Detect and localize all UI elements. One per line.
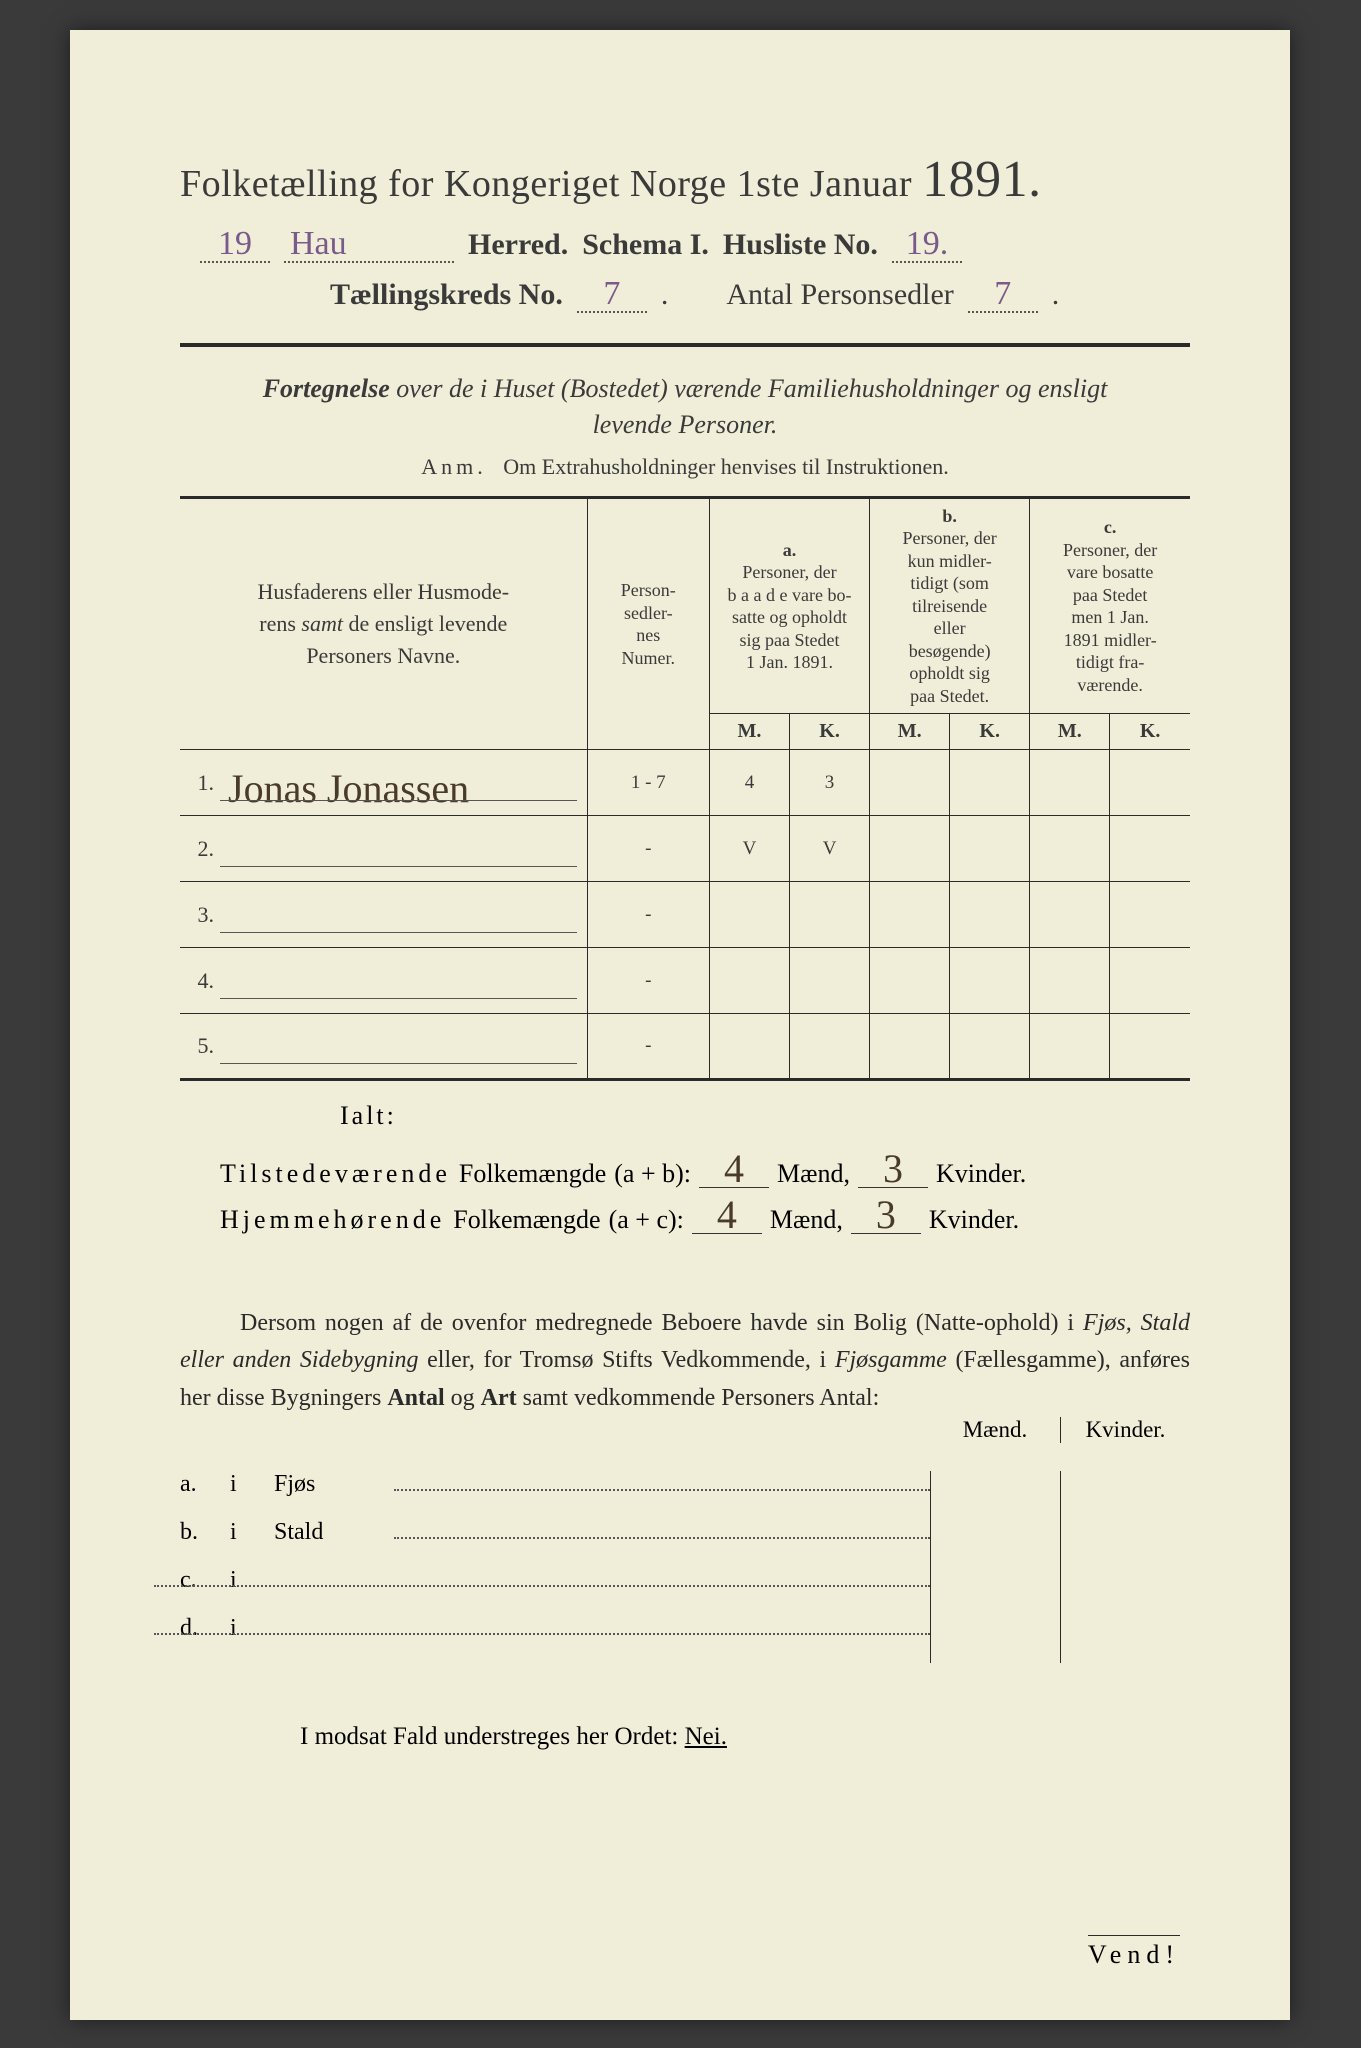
bygn-right [930, 1471, 1190, 1663]
header-line-1: 19 Hau Herred. Schema I. Husliste No. 19… [180, 227, 1190, 263]
sum-tilstede: Tilstedeværende Folkemængde (a + b): 4 M… [180, 1151, 1190, 1189]
kreds-no-field: 7 [577, 277, 647, 313]
col-b-header: b. Personer, derkun midler-tidigt (somti… [870, 497, 1030, 714]
col-c-header: c. Personer, dervare bosattepaa Stedetme… [1030, 497, 1190, 714]
name-cell [220, 1014, 587, 1080]
header-line-2: Tællingskreds No. 7 . Antal Personsedler… [180, 277, 1190, 313]
footer-line: I modsat Fald understreges her Ordet: Ne… [180, 1723, 1190, 1751]
vend-label: Vend! [1088, 1935, 1180, 1970]
antal-label: Antal Personsedler [726, 278, 953, 312]
bygn-maend-col [931, 1471, 1061, 1663]
census-table: Husfaderens eller Husmode-rens samt de e… [180, 496, 1190, 1082]
dots-fill [154, 1617, 930, 1635]
col-numer-header: Person-sedler-nesNumer. [587, 497, 709, 750]
bygn-row: a. i Fjøs [180, 1471, 930, 1519]
col-name-header: Husfaderens eller Husmode-rens samt de e… [180, 497, 587, 750]
col-c-k: K. [1110, 714, 1190, 750]
tilstede-k-field: 3 [858, 1151, 928, 1188]
anm-label: Anm. [421, 454, 487, 479]
census-page: Folketælling for Kongeriget Norge 1ste J… [70, 30, 1290, 2020]
husliste-label: Husliste No. [723, 228, 878, 262]
district-name-field: Hau [284, 227, 454, 263]
table-row: 4. - [180, 948, 1190, 1014]
bygn-kvinder-col [1061, 1471, 1190, 1663]
col-b-m: M. [870, 714, 950, 750]
antal-field: 7 [968, 277, 1038, 313]
col-a-header: a. Personer, derb a a d e vare bo-satte … [709, 497, 869, 714]
col-c-m: M. [1030, 714, 1110, 750]
bygning-paragraph: Dersom nogen af de ovenfor medregnede Be… [180, 1305, 1190, 1417]
tilstede-m-field: 4 [699, 1151, 769, 1188]
col-a-m: M. [709, 714, 789, 750]
sum-hjemme: Hjemmehørende Folkemængde (a + c): 4 Mæn… [180, 1197, 1190, 1235]
col-a-k: K. [790, 714, 870, 750]
table-row: 2. - V V [180, 816, 1190, 882]
husliste-no-field: 19. [892, 227, 962, 263]
bygn-left: a. i Fjøs b. i Stald c. i d. i [180, 1471, 930, 1663]
title-year: 1891. [922, 151, 1042, 208]
table-row: 1. Jonas Jonassen 1 - 7 4 3 [180, 750, 1190, 816]
bygn-maend-label: Mænd. [930, 1417, 1060, 1443]
hjemme-k-field: 3 [851, 1197, 921, 1234]
title-main: Folketælling for Kongeriget Norge 1ste J… [180, 163, 912, 205]
page-title: Folketælling for Kongeriget Norge 1ste J… [180, 150, 1190, 209]
name-cell [220, 882, 587, 948]
anm-line: Anm. Om Extrahusholdninger henvises til … [180, 454, 1190, 480]
table-row: 3. - [180, 882, 1190, 948]
nei-word: Nei. [685, 1723, 727, 1750]
name-cell [220, 816, 587, 882]
bygn-row: b. i Stald [180, 1519, 930, 1567]
name-cell: Jonas Jonassen [220, 750, 587, 816]
district-no-field: 19 [200, 227, 270, 263]
col-b-k: K. [950, 714, 1030, 750]
schema-label: Schema I. [582, 228, 709, 262]
dots-fill [394, 1521, 930, 1539]
dots-fill [394, 1473, 930, 1491]
anm-text: Om Extrahusholdninger henvises til Instr… [503, 454, 948, 479]
bygn-row: c. i [180, 1567, 930, 1615]
kreds-label: Tællingskreds No. [330, 278, 563, 312]
ialt-label: Ialt: [180, 1101, 1190, 1131]
bygn-header: Mænd. Kvinder. [180, 1417, 1190, 1443]
hjemme-m-field: 4 [692, 1197, 762, 1234]
subtitle: Fortegnelse over de i Huset (Bostedet) v… [180, 371, 1190, 444]
herred-label: Herred. [468, 228, 568, 262]
name-cell [220, 948, 587, 1014]
divider [180, 343, 1190, 347]
bygn-block: a. i Fjøs b. i Stald c. i d. i [180, 1471, 1190, 1663]
dots-fill [154, 1569, 930, 1587]
bygn-kvinder-label: Kvinder. [1060, 1417, 1190, 1443]
table-row: 5. - [180, 1014, 1190, 1080]
bygn-row: d. i [180, 1615, 930, 1663]
